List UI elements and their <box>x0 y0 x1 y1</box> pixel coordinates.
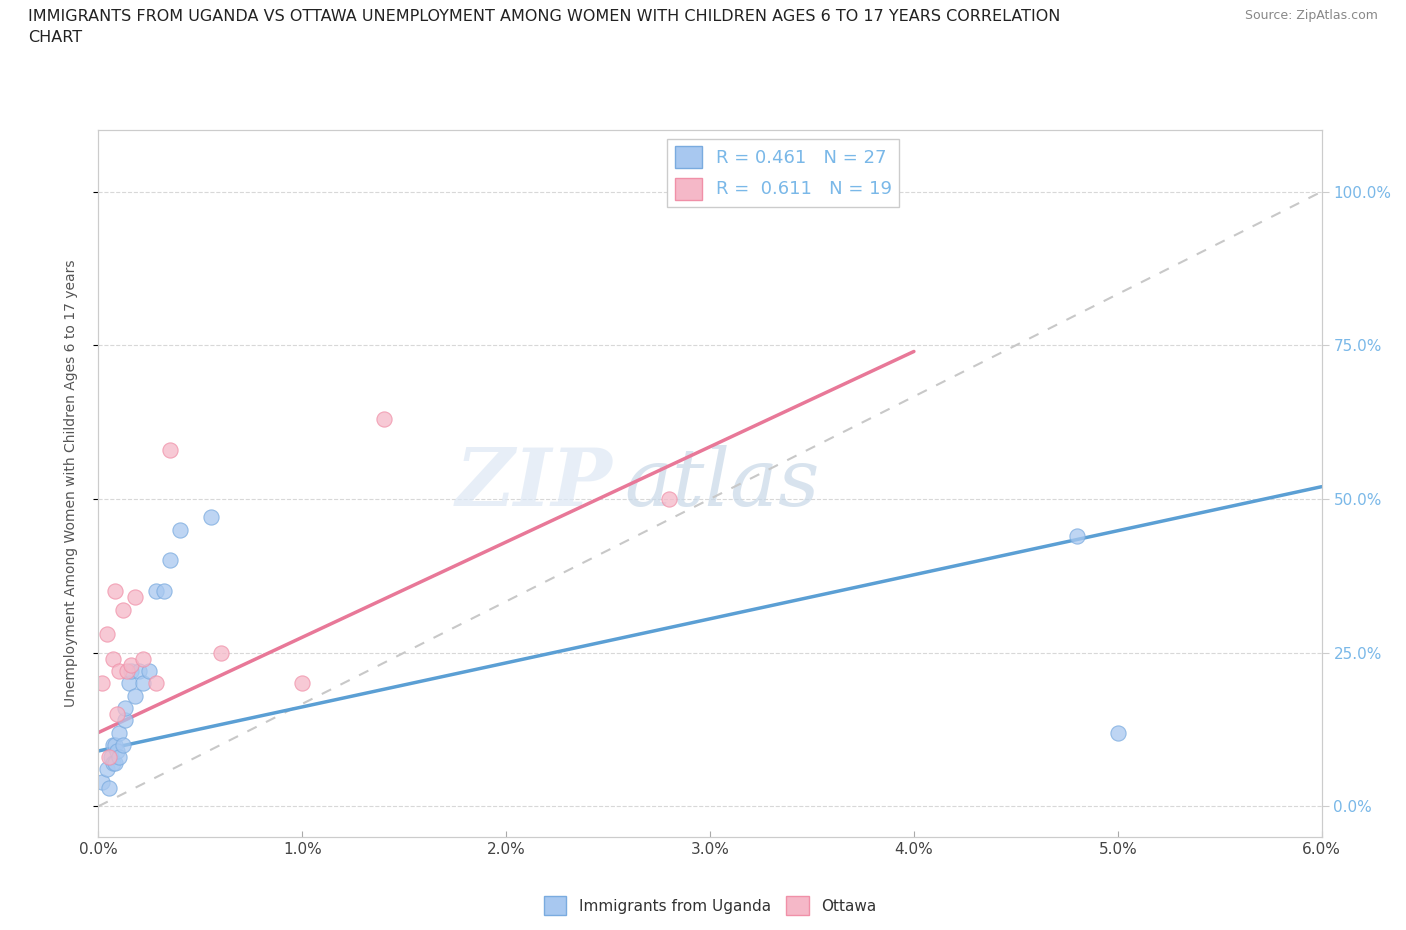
Point <box>91 676 114 691</box>
Point <box>120 658 142 672</box>
Legend: Immigrants from Uganda, Ottawa: Immigrants from Uganda, Ottawa <box>537 890 883 922</box>
Point <box>658 492 681 507</box>
Point <box>101 651 124 666</box>
Text: IMMIGRANTS FROM UGANDA VS OTTAWA UNEMPLOYMENT AMONG WOMEN WITH CHILDREN AGES 6 T: IMMIGRANTS FROM UGANDA VS OTTAWA UNEMPLO… <box>28 9 1060 46</box>
Point <box>145 584 167 599</box>
Point <box>101 737 124 752</box>
Point <box>111 602 134 617</box>
Point <box>159 553 181 568</box>
Point <box>291 676 314 691</box>
Point <box>124 688 146 703</box>
Point <box>96 762 118 777</box>
Point <box>1066 528 1088 543</box>
Point <box>138 664 160 679</box>
Point <box>115 664 138 679</box>
Point <box>100 750 122 764</box>
Point <box>200 510 222 525</box>
Point <box>111 737 134 752</box>
Text: ZIP: ZIP <box>456 445 612 523</box>
Point <box>124 590 146 604</box>
Point <box>132 676 155 691</box>
Point <box>108 664 131 679</box>
Point <box>97 750 120 764</box>
Point <box>373 412 395 427</box>
Text: atlas: atlas <box>624 445 820 523</box>
Point <box>104 584 127 599</box>
Point <box>128 664 150 679</box>
Point <box>114 712 136 727</box>
Point <box>104 756 127 771</box>
Point <box>120 664 142 679</box>
Point <box>104 737 127 752</box>
Point <box>105 743 128 758</box>
Point <box>105 707 128 722</box>
Point <box>145 676 167 691</box>
Point <box>1107 725 1129 740</box>
Point <box>169 523 191 538</box>
Point <box>862 184 884 199</box>
Point <box>114 700 136 715</box>
Point <box>96 627 118 642</box>
Point <box>91 775 114 790</box>
Point <box>159 443 181 458</box>
Point <box>152 584 174 599</box>
Y-axis label: Unemployment Among Women with Children Ages 6 to 17 years: Unemployment Among Women with Children A… <box>63 259 77 708</box>
Point <box>118 676 141 691</box>
Point <box>97 780 120 795</box>
Text: Source: ZipAtlas.com: Source: ZipAtlas.com <box>1244 9 1378 22</box>
Point <box>101 756 124 771</box>
Point <box>132 651 155 666</box>
Point <box>108 750 131 764</box>
Point <box>209 645 232 660</box>
Point <box>108 725 131 740</box>
